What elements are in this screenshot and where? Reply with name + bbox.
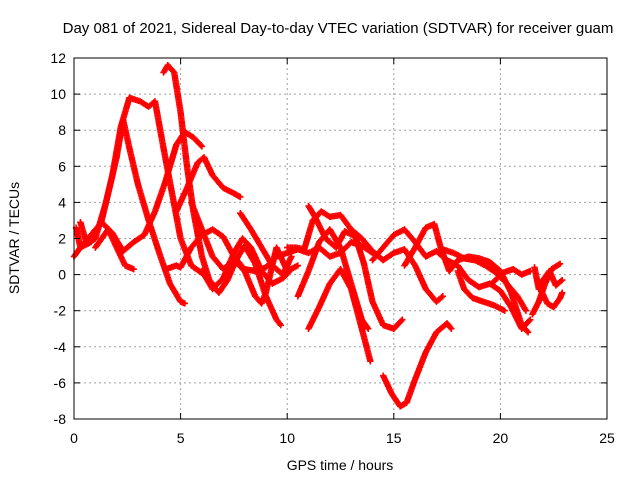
data-series xyxy=(305,265,374,365)
data-point-marker xyxy=(523,327,531,335)
data-point-marker xyxy=(365,325,372,332)
x-tick-label: 20 xyxy=(493,430,509,446)
data-series xyxy=(305,202,406,332)
data-point-marker xyxy=(448,325,455,332)
x-tick-label: 25 xyxy=(599,430,615,446)
y-tick-label: -6 xyxy=(54,375,67,391)
data-point-marker xyxy=(294,262,302,269)
y-tick-label: 12 xyxy=(50,50,66,66)
data-series xyxy=(379,320,455,410)
chart-title: Day 081 of 2021, Sidereal Day-to-day VTE… xyxy=(63,20,614,37)
data-point-marker xyxy=(288,265,295,273)
data-series xyxy=(535,282,566,311)
data-point-marker xyxy=(130,265,137,273)
data-point-marker xyxy=(557,277,565,285)
y-tick-label: 6 xyxy=(58,158,66,174)
data-point-marker xyxy=(197,142,205,149)
y-tick-label: -8 xyxy=(54,411,67,427)
data-point-marker xyxy=(522,307,530,314)
data-point-marker xyxy=(237,193,244,201)
y-tick-label: -4 xyxy=(54,339,67,355)
y-tick-label: 10 xyxy=(50,86,66,102)
data-point-marker xyxy=(399,316,406,323)
x-tick-label: 15 xyxy=(386,430,402,446)
data-point-marker xyxy=(367,358,374,365)
data-series xyxy=(454,267,508,314)
y-axis-label: SDTVAR / TECUs xyxy=(6,182,22,294)
data-series xyxy=(284,208,447,305)
data-point-marker xyxy=(527,267,534,275)
x-tick-label: 0 xyxy=(70,430,78,446)
data-series xyxy=(439,246,530,314)
data-series xyxy=(92,226,137,273)
y-tick-label: 4 xyxy=(58,194,66,210)
data-point-marker xyxy=(439,293,447,300)
x-axis-label: GPS time / hours xyxy=(287,457,394,473)
x-tick-label: 10 xyxy=(279,430,295,446)
x-tick-label: 5 xyxy=(177,430,185,446)
y-tick-label: 8 xyxy=(58,122,66,138)
data-point-marker xyxy=(398,317,405,325)
data-series xyxy=(77,116,189,307)
y-tick-label: 2 xyxy=(58,231,66,247)
data-series xyxy=(198,235,295,293)
data-point-marker xyxy=(277,321,285,329)
data-point-marker xyxy=(364,324,371,331)
data-point-marker xyxy=(525,317,533,325)
data-point-marker xyxy=(527,316,534,323)
data-layer xyxy=(70,62,566,410)
data-point-marker xyxy=(559,276,566,284)
data-point-marker xyxy=(288,253,295,260)
data-point-marker xyxy=(181,300,189,307)
y-tick-label: -2 xyxy=(54,303,67,319)
axis-layer: 0 5 10 15 20 25 -8 -6 -4 -2 0 2 4 6 8 10 12 xyxy=(50,50,615,446)
data-series xyxy=(488,265,534,287)
data-series xyxy=(237,210,295,278)
data-point-marker xyxy=(524,329,532,336)
data-point-marker xyxy=(501,307,508,314)
data-series xyxy=(72,94,216,287)
data-series xyxy=(173,154,244,215)
data-point-marker xyxy=(438,294,445,301)
data-point-marker xyxy=(556,260,564,267)
y-tick-label: 0 xyxy=(58,267,66,283)
data-point-marker xyxy=(198,143,206,150)
data-point-marker xyxy=(559,289,566,296)
